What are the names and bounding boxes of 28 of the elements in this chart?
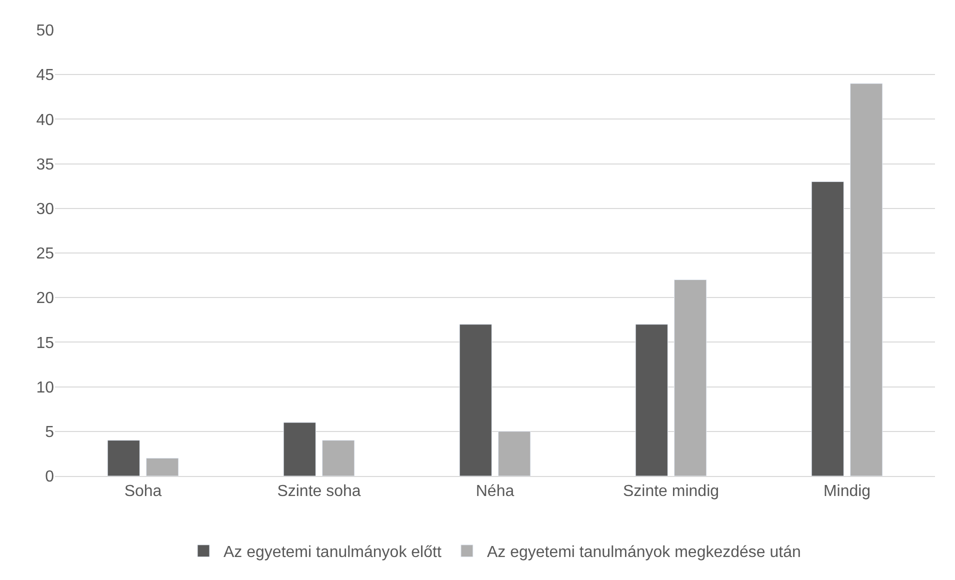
bar (498, 431, 531, 476)
bar (146, 458, 179, 476)
y-tick-label: 35 (36, 156, 54, 174)
y-tick-label: 20 (36, 290, 54, 308)
y-tick-label: 30 (36, 201, 54, 218)
bar (811, 181, 844, 476)
y-tick-label: 25 (36, 246, 54, 263)
x-tick-label: Szinte soha (277, 483, 361, 500)
y-tick-label: 45 (36, 67, 54, 84)
bar (459, 324, 492, 476)
x-tick-label: Soha (124, 483, 162, 500)
y-tick-label: 40 (36, 112, 54, 129)
bar (322, 440, 355, 476)
y-tick-label: 50 (36, 22, 54, 40)
bar (283, 422, 316, 476)
legend-label: Az egyetemi tanulmányok előtt (224, 544, 442, 562)
bar (107, 440, 140, 476)
y-tick-label: 5 (45, 424, 54, 441)
y-tick-label: 10 (36, 379, 54, 396)
bar (635, 324, 668, 476)
x-tick-label: Néha (476, 483, 514, 500)
y-tick-label: 15 (36, 334, 54, 352)
x-tick-label: Szinte mindig (622, 483, 720, 500)
bar (674, 280, 707, 476)
bar (850, 83, 883, 476)
y-tick-label: 0 (45, 468, 54, 486)
legend-label: Az egyetemi tanulmányok megkezdése után (486, 544, 801, 562)
x-tick-label: Mindig (823, 483, 871, 500)
